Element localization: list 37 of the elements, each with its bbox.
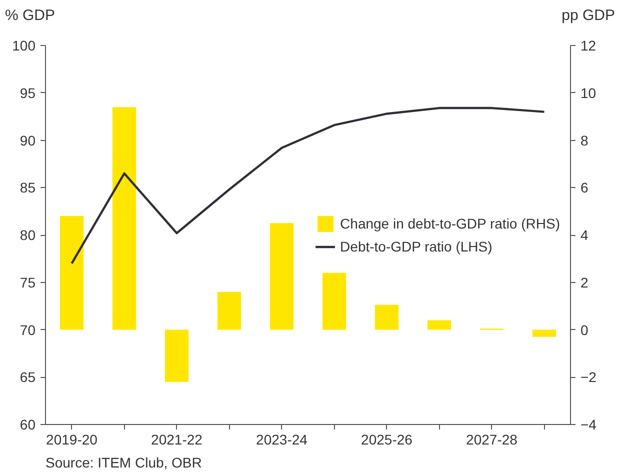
bar — [217, 292, 242, 330]
y-tick-label: 70 — [20, 322, 36, 338]
y2-tick-label: −2 — [580, 369, 597, 386]
y-tick-label: 95 — [20, 84, 36, 101]
y2-tick-label: 6 — [580, 180, 588, 196]
bar — [164, 330, 189, 382]
y2-tick-label: 8 — [580, 132, 588, 148]
bar — [427, 320, 452, 330]
y-tick-label: 65 — [20, 369, 36, 386]
y2-tick-label: −4 — [580, 416, 597, 432]
y-tick-label: 60 — [20, 416, 36, 432]
bar — [112, 107, 136, 330]
x-tick-label: 2021-22 — [151, 432, 203, 448]
y-tick-label: 90 — [20, 132, 36, 148]
y-axis-title: % GDP — [5, 6, 56, 26]
y2-tick-label: 4 — [580, 227, 588, 243]
y2-tick-label: 12 — [580, 38, 596, 54]
y-tick-label: 85 — [20, 180, 36, 196]
y2-tick-label: 0 — [580, 322, 588, 338]
y-tick-label: 75 — [20, 274, 36, 290]
x-tick-label: 2019-20 — [46, 432, 98, 448]
x-tick-label: 2027-28 — [466, 432, 518, 448]
x-tick-label: 2025-26 — [361, 432, 413, 448]
legend-label: Change in debt-to-GDP ratio (RHS) — [340, 215, 560, 231]
y2-tick-label: 2 — [580, 274, 588, 290]
bar — [532, 330, 556, 337]
x-tick-label: 2023-24 — [256, 432, 308, 448]
source-note: Source: ITEM Club, OBR — [46, 454, 202, 470]
legend-label: Debt-to-GDP ratio (LHS) — [340, 238, 492, 254]
y-tick-label: 100 — [12, 38, 36, 54]
y2-tick-label: 10 — [580, 84, 596, 101]
bar — [270, 223, 294, 330]
bar — [374, 304, 399, 330]
bar — [60, 216, 84, 330]
bar — [322, 272, 346, 330]
y-tick-label: 80 — [20, 227, 36, 243]
y2-axis-title: pp GDP — [562, 6, 615, 26]
